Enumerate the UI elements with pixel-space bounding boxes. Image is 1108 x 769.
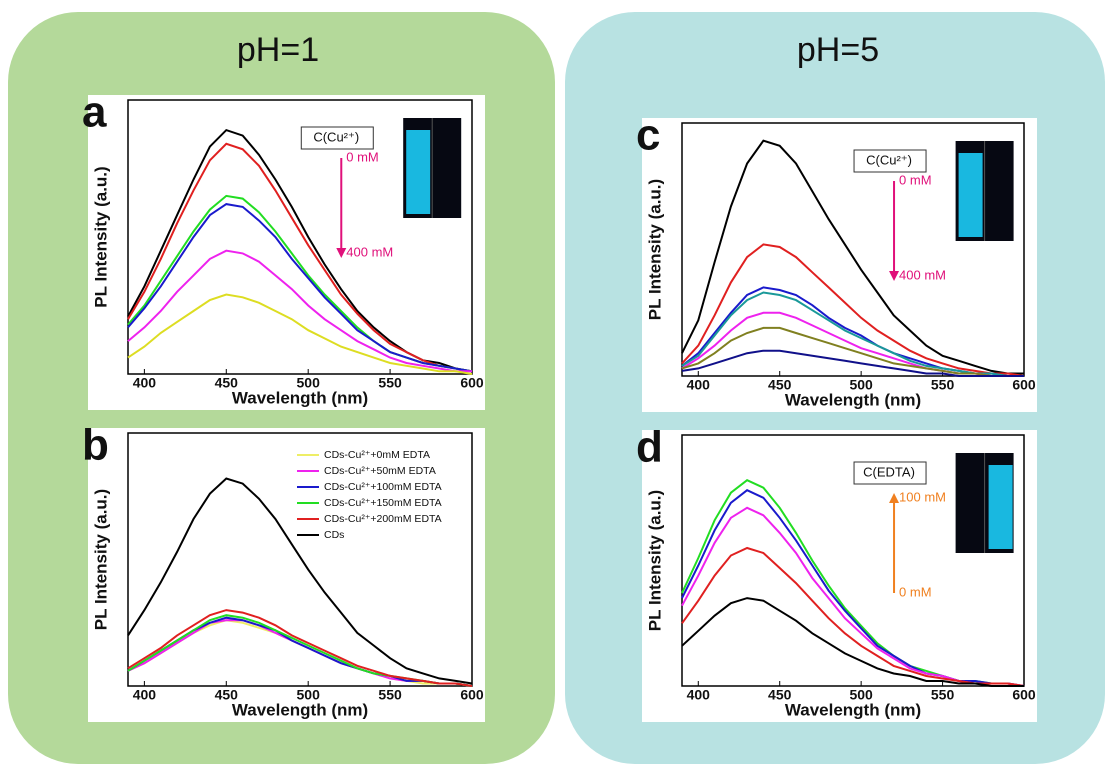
- annotation-box: [853, 149, 927, 173]
- plot-frame: [681, 434, 1025, 687]
- x-tick-label: 400: [687, 377, 711, 393]
- group-title: pH=5: [797, 31, 879, 69]
- data-line: [681, 291, 1024, 377]
- annotation-arrowhead: [889, 271, 900, 281]
- annotation-box: [853, 461, 927, 485]
- x-tick-label: 450: [215, 687, 239, 703]
- x-tick-label: 450: [215, 375, 239, 391]
- data-line: [127, 293, 473, 375]
- data-line: [681, 243, 1025, 377]
- x-axis-label: Wavelength (nm): [232, 700, 368, 719]
- plot-frame: [127, 99, 473, 375]
- x-tick-label: 450: [768, 377, 792, 393]
- data-line: [681, 139, 1024, 375]
- group-title: pH=1: [237, 31, 319, 69]
- data-line: [127, 142, 473, 373]
- panel-letter: a: [82, 88, 107, 137]
- annotation-end: 400 mM: [346, 244, 393, 259]
- x-tick-label: 550: [378, 375, 402, 391]
- x-tick-label: 550: [931, 377, 955, 393]
- panel-letter: c: [636, 111, 660, 160]
- annotation-arrowhead: [336, 248, 347, 258]
- annotation-start: 0 mM: [899, 172, 932, 187]
- x-tick-label: 600: [460, 687, 484, 703]
- annotation-box-label: C(EDTA): [863, 464, 915, 479]
- data-line: [127, 609, 473, 687]
- annotation-end: 400 mM: [899, 267, 946, 282]
- x-tick-label: 600: [460, 375, 484, 391]
- annotation-start: 0 mM: [346, 149, 379, 164]
- data-line: [681, 326, 1024, 377]
- legend-label: CDs-Cu²⁺+100mM EDTA: [324, 481, 442, 493]
- legend-label: CDs: [324, 529, 344, 541]
- annotation-arrowhead: [889, 493, 900, 503]
- x-tick-label: 400: [133, 375, 157, 391]
- legend-label: CDs-Cu²⁺+0mM EDTA: [324, 449, 430, 461]
- x-tick-label: 600: [1012, 687, 1036, 703]
- x-tick-label: 550: [378, 687, 402, 703]
- legend-label: CDs-Cu²⁺+150mM EDTA: [324, 497, 442, 509]
- x-tick-label: 500: [849, 377, 873, 393]
- data-line: [127, 477, 473, 685]
- x-axis-label: Wavelength (nm): [785, 700, 921, 719]
- data-line: [127, 249, 472, 373]
- y-axis-label: PL Intensity (a.u.): [645, 179, 664, 320]
- plot-frame: [681, 122, 1025, 377]
- x-tick-label: 400: [687, 687, 711, 703]
- x-tick-label: 400: [133, 687, 157, 703]
- annotation-start: 0 mM: [899, 584, 932, 599]
- x-tick-label: 600: [1012, 377, 1036, 393]
- panel-letter: d: [636, 423, 663, 472]
- legend-label: CDs-Cu²⁺+200mM EDTA: [324, 513, 442, 525]
- cuvette-glow: [406, 130, 431, 214]
- data-line: [681, 349, 1024, 377]
- x-tick-label: 550: [931, 687, 955, 703]
- annotation-box: [300, 126, 374, 150]
- annotation-box-label: C(Cu²⁺): [866, 152, 912, 167]
- legend-label: CDs-Cu²⁺+50mM EDTA: [324, 465, 436, 477]
- x-tick-label: 500: [297, 375, 321, 391]
- panel-letter: b: [82, 421, 109, 470]
- data-line: [127, 203, 473, 373]
- x-axis-label: Wavelength (nm): [785, 390, 921, 409]
- cuvette-glow: [958, 153, 983, 237]
- y-axis-label: PL Intensity (a.u.): [91, 489, 110, 630]
- x-tick-label: 500: [297, 687, 321, 703]
- annotation-box-label: C(Cu²⁺): [313, 129, 359, 144]
- x-tick-label: 500: [849, 687, 873, 703]
- y-axis-label: PL Intensity (a.u.): [91, 166, 110, 307]
- plot-frame: [127, 432, 473, 687]
- cuvette-glow: [988, 465, 1013, 549]
- annotation-end: 100 mM: [899, 489, 946, 504]
- x-axis-label: Wavelength (nm): [232, 388, 368, 407]
- x-tick-label: 450: [768, 687, 792, 703]
- data-line: [681, 546, 1025, 687]
- y-axis-label: PL Intensity (a.u.): [645, 490, 664, 631]
- data-line: [681, 489, 1025, 687]
- data-line: [681, 597, 1024, 687]
